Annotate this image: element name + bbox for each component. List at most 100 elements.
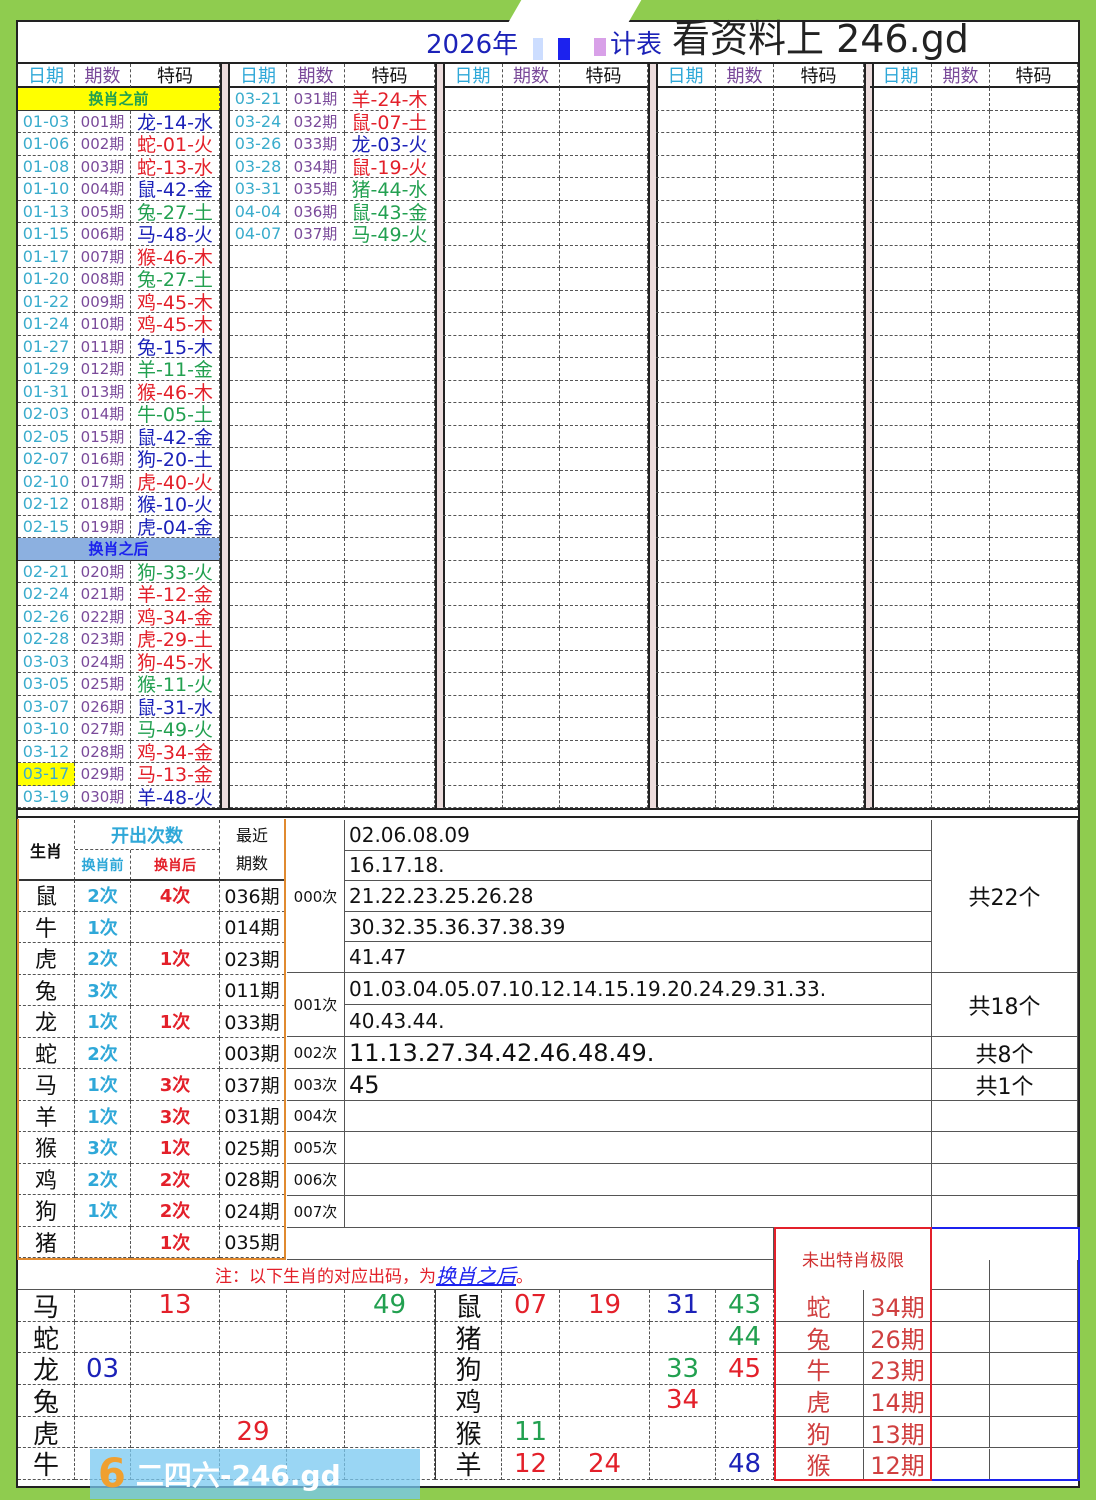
period-cell: 034期 bbox=[287, 155, 345, 178]
date-cell: 03-12 bbox=[18, 740, 75, 763]
empty-cell bbox=[870, 403, 932, 426]
empty-cell bbox=[716, 673, 774, 696]
empty-cell bbox=[990, 515, 1078, 538]
after-count: 3次 bbox=[131, 1100, 220, 1132]
empty-cell bbox=[716, 538, 774, 561]
header-date: 日期 bbox=[230, 64, 287, 88]
empty-cell bbox=[656, 313, 716, 336]
freq-label: 001次 bbox=[287, 973, 345, 1037]
empty-cell bbox=[503, 425, 560, 448]
empty-cell bbox=[443, 650, 503, 673]
number-cell bbox=[220, 1290, 287, 1322]
period-cell: 009期 bbox=[75, 290, 131, 313]
empty-cell bbox=[716, 380, 774, 403]
special-code-cell: 虎-04-金 bbox=[131, 515, 220, 538]
limit-box-border bbox=[774, 1227, 932, 1481]
zodiac-cell: 蛇 bbox=[18, 1321, 75, 1354]
empty-cell bbox=[656, 650, 716, 673]
period-cell: 004期 bbox=[75, 178, 131, 201]
empty-cell bbox=[932, 628, 990, 651]
empty-cell bbox=[932, 245, 990, 268]
empty-cell bbox=[287, 515, 345, 538]
stats-border bbox=[17, 819, 286, 1260]
after-count bbox=[131, 911, 220, 943]
special-code-cell: 马-49-火 bbox=[131, 718, 220, 741]
empty-cell bbox=[716, 223, 774, 246]
zodiac-cell: 猴 bbox=[435, 1416, 502, 1449]
empty-cell bbox=[443, 605, 503, 628]
zodiac-cell: 狗 bbox=[18, 1195, 75, 1227]
empty-cell bbox=[716, 628, 774, 651]
limit-period: 12期 bbox=[864, 1448, 932, 1481]
after-count bbox=[131, 1037, 220, 1069]
period-cell: 024期 bbox=[75, 650, 131, 673]
empty-cell bbox=[230, 538, 287, 561]
number-cell: 48 bbox=[716, 1448, 774, 1481]
header-code: 特码 bbox=[990, 64, 1078, 88]
empty-cell bbox=[932, 1385, 990, 1417]
empty-cell bbox=[287, 628, 345, 651]
period-cell: 017期 bbox=[75, 470, 131, 493]
column-separator bbox=[648, 62, 658, 810]
before-count: 1次 bbox=[75, 1195, 131, 1227]
date-cell: 03-17 bbox=[18, 763, 75, 786]
period-cell: 010期 bbox=[75, 313, 131, 336]
empty-cell bbox=[774, 448, 864, 471]
empty-cell bbox=[560, 785, 648, 808]
empty-cell bbox=[345, 695, 435, 718]
empty-cell bbox=[443, 673, 503, 696]
empty-cell bbox=[560, 740, 648, 763]
date-cell: 01-31 bbox=[18, 380, 75, 403]
zodiac-cell: 猴 bbox=[18, 1132, 75, 1164]
before-count: 2次 bbox=[75, 1163, 131, 1195]
empty-cell bbox=[230, 605, 287, 628]
empty-cell bbox=[230, 290, 287, 313]
header-per: 期数 bbox=[503, 64, 560, 88]
zodiac-cell: 兔 bbox=[18, 974, 75, 1006]
empty-cell bbox=[503, 605, 560, 628]
empty-cell bbox=[932, 313, 990, 336]
period-cell: 022期 bbox=[75, 605, 131, 628]
empty-cell bbox=[774, 313, 864, 336]
empty-cell bbox=[287, 673, 345, 696]
period-cell: 002期 bbox=[75, 133, 131, 156]
empty-cell bbox=[560, 313, 648, 336]
number-cell bbox=[75, 1416, 131, 1449]
empty-cell bbox=[870, 718, 932, 741]
empty-cell bbox=[932, 1321, 990, 1354]
empty-cell bbox=[990, 403, 1078, 426]
after-count: 2次 bbox=[131, 1195, 220, 1227]
empty-cell bbox=[716, 650, 774, 673]
empty-cell bbox=[870, 673, 932, 696]
empty-cell bbox=[932, 515, 990, 538]
empty-cell bbox=[230, 470, 287, 493]
empty-cell bbox=[716, 290, 774, 313]
period-cell: 007期 bbox=[75, 245, 131, 268]
period-cell: 020期 bbox=[75, 560, 131, 583]
logo-text: 二四六-246.gd bbox=[135, 1459, 341, 1492]
empty-cell bbox=[443, 583, 503, 606]
empty-cell bbox=[870, 200, 932, 223]
empty-cell bbox=[503, 403, 560, 426]
empty-cell bbox=[503, 695, 560, 718]
after-count: 1次 bbox=[131, 1132, 220, 1164]
empty-cell bbox=[774, 740, 864, 763]
empty-cell bbox=[656, 290, 716, 313]
note-link[interactable]: 换肖之后 bbox=[436, 1264, 516, 1288]
empty-cell bbox=[656, 740, 716, 763]
empty-cell bbox=[656, 133, 716, 156]
limit-zodiac: 蛇 bbox=[774, 1290, 864, 1322]
special-code-cell: 狗-20-土 bbox=[131, 448, 220, 471]
empty-cell bbox=[443, 110, 503, 133]
empty-cell bbox=[345, 335, 435, 358]
date-cell: 04-07 bbox=[230, 223, 287, 246]
period-cell: 036期 bbox=[287, 200, 345, 223]
special-code-cell: 马-13-金 bbox=[131, 763, 220, 786]
column-separator bbox=[864, 62, 874, 810]
header-per: 期数 bbox=[932, 64, 990, 88]
special-code-cell: 猴-11-火 bbox=[131, 673, 220, 696]
empty-cell bbox=[716, 785, 774, 808]
after-count: 1次 bbox=[131, 943, 220, 975]
empty-cell bbox=[345, 628, 435, 651]
empty-cell bbox=[774, 673, 864, 696]
